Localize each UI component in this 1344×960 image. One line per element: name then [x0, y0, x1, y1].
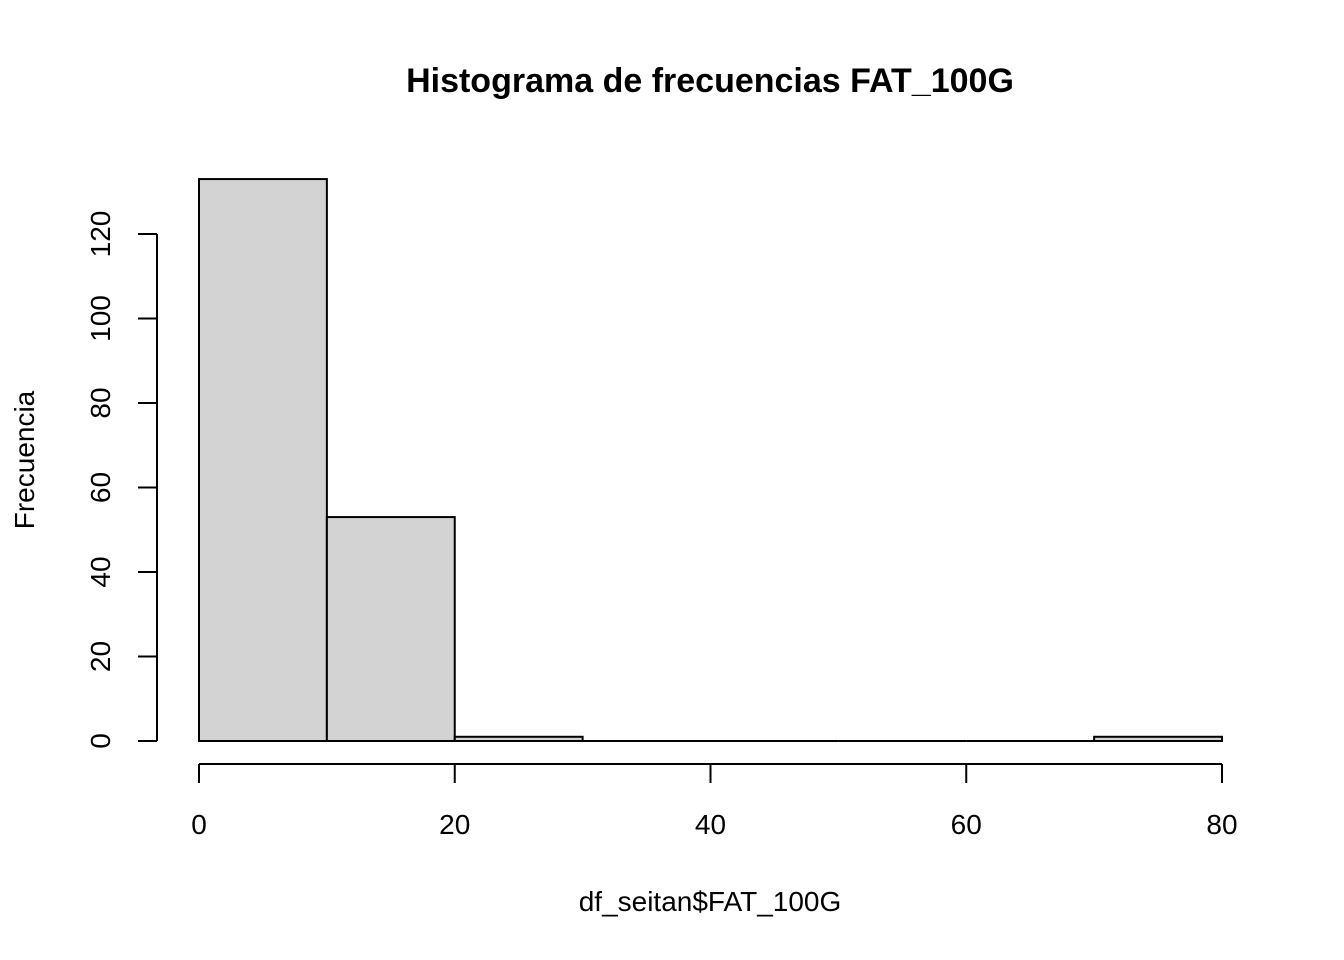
histogram-bar-2	[453, 735, 584, 743]
x-tick-label: 80	[1206, 809, 1237, 840]
y-axis-label: Frecuencia	[9, 390, 40, 529]
y-tick-label: 120	[85, 211, 116, 258]
x-tick-label: 0	[191, 809, 207, 840]
y-tick-label: 0	[85, 733, 116, 749]
x-tick-label: 60	[951, 809, 982, 840]
histogram-bar-0	[198, 178, 328, 742]
histogram-bar-7	[1093, 735, 1223, 743]
histogram-bars	[198, 178, 1223, 743]
histogram-bar-1	[325, 516, 456, 743]
x-axis: 0 20 40 60 80	[191, 763, 1238, 840]
x-tick-label: 20	[439, 809, 470, 840]
y-axis: 0 20 40 60 80 100 120	[85, 211, 158, 749]
x-axis-label: df_seitan$FAT_100G	[579, 886, 842, 917]
y-tick-label: 20	[85, 641, 116, 672]
chart-title: Histograma de frecuencias FAT_100G	[406, 62, 1014, 100]
y-tick-label: 100	[85, 295, 116, 342]
y-tick-label: 60	[85, 472, 116, 503]
x-tick-label: 40	[695, 809, 726, 840]
y-tick-label: 40	[85, 556, 116, 587]
y-tick-label: 80	[85, 387, 116, 418]
